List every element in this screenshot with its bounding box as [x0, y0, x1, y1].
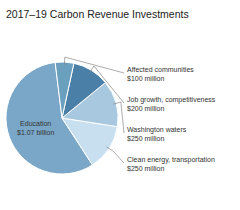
- labels: Education $1.07 billion Affected communiti…: [17, 57, 216, 172]
- data-label: $100 million: [127, 75, 164, 82]
- pie-slice: [55, 62, 74, 118]
- data-label: $250 million: [127, 135, 164, 142]
- slice-label: Job growth, competitiveness: [127, 96, 216, 104]
- data-label: $1.07 billion: [17, 129, 54, 136]
- slice-label: Washington waters: [127, 126, 187, 134]
- slice-label: Clean energy, transportation: [127, 156, 215, 164]
- slice-label: Affected communities: [127, 66, 194, 73]
- chart: 2017–19 Carbon Revenue Investments Educat…: [0, 0, 240, 210]
- data-label: $200 million: [127, 105, 164, 112]
- title: 2017–19 Carbon Revenue Investments: [6, 8, 189, 20]
- slices: [6, 62, 118, 174]
- leader-line: [90, 66, 124, 103]
- data-label: $250 million: [127, 165, 164, 172]
- slice-label: Education: [20, 120, 51, 127]
- leader-line: [113, 102, 124, 133]
- leader-line: [106, 147, 124, 163]
- leader-line: [64, 57, 124, 73]
